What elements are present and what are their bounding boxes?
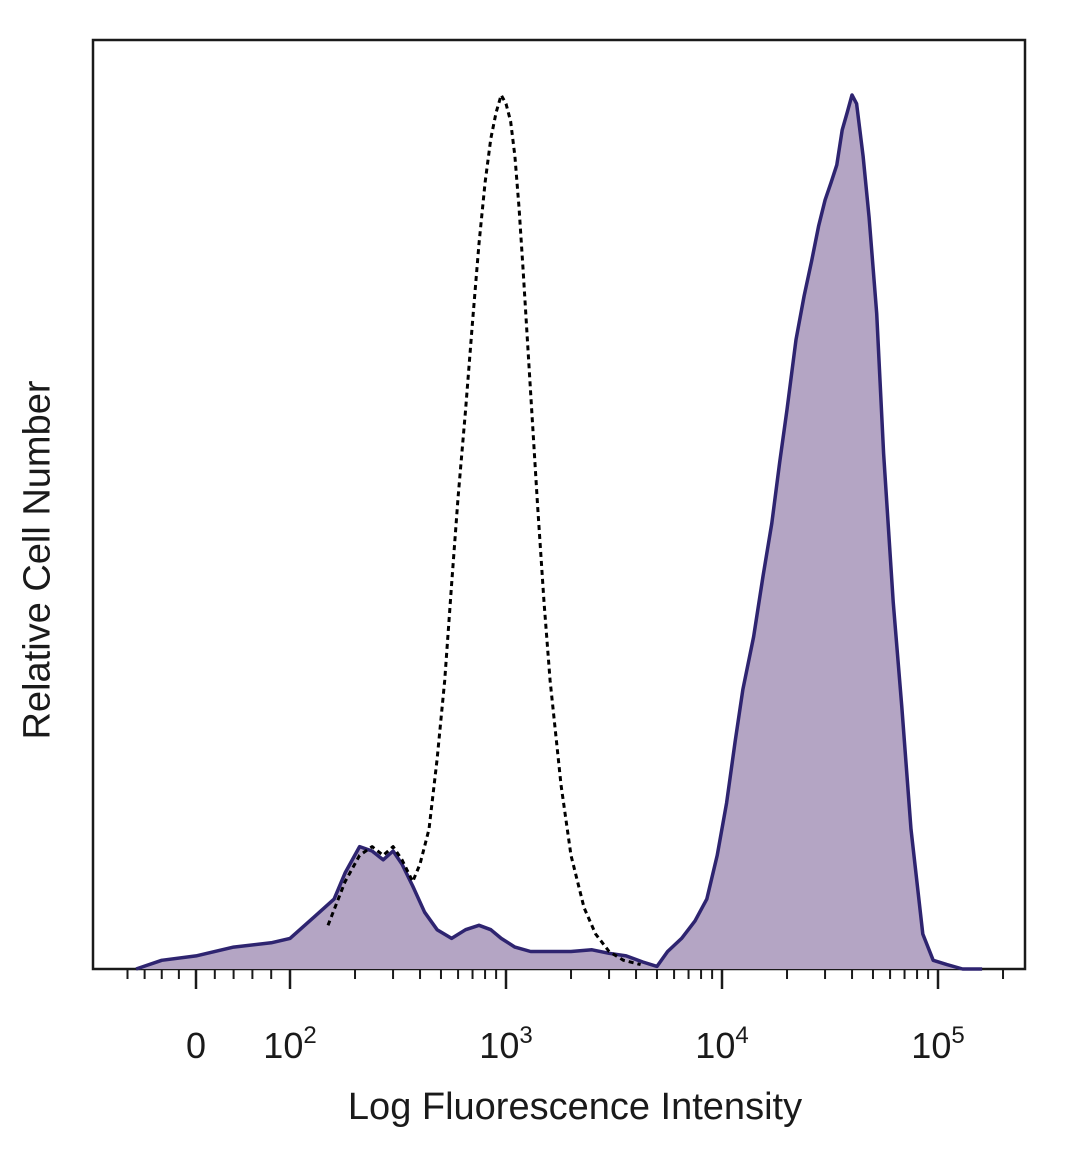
x-tick-label-base: 10 [911,1025,951,1066]
x-tick-label: 0 [186,1025,206,1066]
x-tick-layer: 0 102 103 104 105 [186,969,965,1066]
series-layer [135,93,983,971]
x-tick-label-exponent: 3 [519,1022,532,1049]
x-tick-label: 104 [695,1022,748,1066]
x-tick-label-base: 10 [263,1025,303,1066]
x-axis-label: Log Fluorescence Intensity [347,1086,803,1128]
x-tick-label-base: 10 [695,1025,735,1066]
x-tick-label: 105 [911,1022,964,1066]
x-tick-label-exponent: 4 [735,1022,748,1049]
x-tick-label: 103 [479,1022,532,1066]
series-line-1 [326,93,641,967]
series-line-0 [135,93,983,971]
x-tick-label-exponent: 2 [303,1022,316,1049]
x-tick-label-exponent: 5 [951,1022,964,1049]
minor-tick-layer [126,969,1005,979]
y-axis-label: Relative Cell Number [16,380,59,740]
x-tick-label-base: 10 [479,1025,519,1066]
x-tick-label-base: 0 [186,1025,206,1066]
x-tick-label: 102 [263,1022,316,1066]
series-fill-0 [136,95,983,969]
